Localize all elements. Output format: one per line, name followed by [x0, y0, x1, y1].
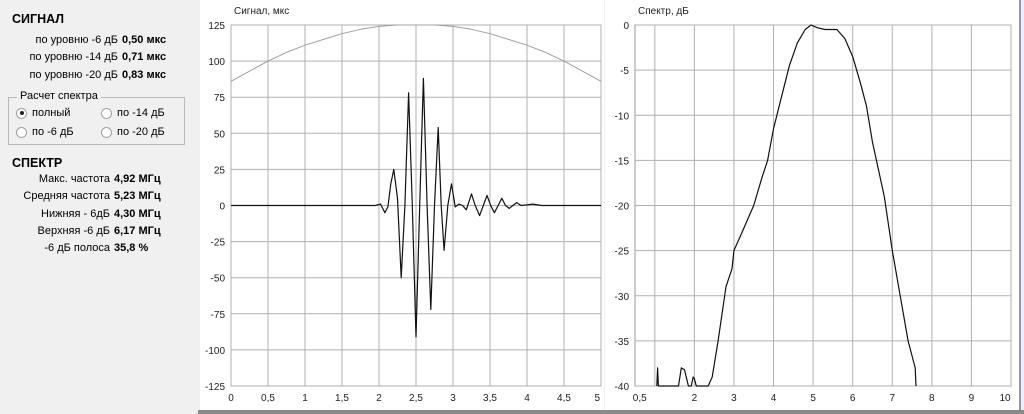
- signal-chart: Сигнал, мкс 125 100 75 50 25 0 -25 -50 -75 -100 -12…: [200, 0, 604, 410]
- param-label: Средняя частота: [23, 190, 110, 203]
- x-tick-label: 2,5: [409, 393, 423, 404]
- signal-section-title: СИГНАЛ: [12, 12, 65, 26]
- param-label: Нижняя - 6дБ: [41, 207, 110, 220]
- param-value: 35,8 %: [114, 242, 149, 255]
- x-tick-label: 0: [228, 393, 234, 404]
- x-tick-label: 4: [771, 393, 777, 404]
- x-tick-label: 7: [889, 393, 895, 404]
- y-tick-label: -25: [211, 238, 226, 249]
- x-tick-label: 3,5: [483, 393, 497, 404]
- y-tick-label: -40: [615, 382, 630, 393]
- y-tick-label: 0: [623, 21, 629, 32]
- y-tick-label: -30: [615, 292, 630, 303]
- x-tick-label: 9: [969, 393, 975, 404]
- y-tick-label: 50: [214, 129, 226, 140]
- window-border-bottom: [198, 410, 1024, 414]
- param-value: 4,92 МГц: [114, 173, 161, 185]
- param-row: Макс. частота 4,92 МГц: [0, 173, 190, 185]
- series-line: [230, 24, 602, 82]
- param-row: по уровню -6 дБ 0,50 мкс: [0, 34, 190, 46]
- param-value: 4,30 МГц: [114, 207, 161, 220]
- x-tick-label: 3: [731, 393, 737, 404]
- param-row: по уровню -20 дБ 0,83 мкс: [0, 69, 190, 81]
- series-line: [231, 77, 601, 338]
- y-tick-label: 100: [208, 57, 225, 68]
- radio-option[interactable]: по -20 дБ: [101, 126, 165, 138]
- radio-label: по -20 дБ: [117, 126, 165, 138]
- x-tick-label: 10: [1000, 393, 1012, 404]
- radio-option[interactable]: полный: [16, 107, 70, 119]
- x-tick-label: 6: [850, 393, 856, 404]
- param-row: по уровню -14 дБ 0,71 мкс: [0, 51, 190, 63]
- y-tick-label: 25: [214, 165, 226, 176]
- y-tick-label: -20: [615, 202, 630, 213]
- x-tick-label: 1,5: [335, 393, 349, 404]
- x-tick-label: 5: [810, 393, 816, 404]
- spectrum-calc-group: Расчет спектра полный по -14 дБ по -6 дБ по…: [8, 90, 185, 145]
- y-tick-label: -100: [205, 346, 225, 357]
- param-label: по уровню -20 дБ: [29, 68, 118, 81]
- y-tick-label: -5: [620, 66, 629, 77]
- y-tick-label: -35: [615, 337, 630, 348]
- radio-option[interactable]: по -6 дБ: [16, 126, 74, 138]
- x-tick-label: 4,5: [557, 393, 571, 404]
- param-value: 0,71 мкс: [122, 51, 167, 64]
- group-title: Расчет спектра: [17, 90, 101, 102]
- y-tick-label: -125: [205, 382, 225, 393]
- series-line: [656, 24, 917, 387]
- param-label: по уровню -14 дБ: [29, 51, 118, 64]
- x-tick-label: 5: [595, 393, 601, 404]
- x-tick-label: 0,5: [633, 393, 647, 404]
- param-label: Макс. частота: [38, 173, 110, 185]
- radio-label: по -14 дБ: [117, 107, 165, 119]
- param-value: 6,17 МГц: [114, 224, 161, 237]
- radio-button[interactable]: [101, 107, 112, 119]
- x-tick-label: 2: [376, 393, 382, 404]
- param-row: Нижняя - 6дБ 4,30 МГц: [0, 208, 190, 220]
- radio-button[interactable]: [101, 126, 112, 138]
- param-row: -6 дБ полоса 35,8 %: [0, 242, 190, 254]
- param-value: 0,83 мкс: [122, 68, 167, 81]
- param-value: 0,50 мкс: [122, 34, 167, 46]
- x-tick-label: 4: [524, 393, 530, 404]
- parameters-panel: СИГНАЛ по уровню -6 дБ 0,50 мкс по уровню …: [0, 0, 198, 414]
- radio-label: по -6 дБ: [32, 126, 74, 138]
- x-tick-label: 2: [692, 393, 698, 404]
- param-row: Верхняя -6 дБ 6,17 МГц: [0, 225, 190, 237]
- x-tick-label: 1: [302, 393, 308, 404]
- radio-option[interactable]: по -14 дБ: [101, 107, 165, 119]
- y-tick-label: 75: [214, 93, 226, 104]
- y-tick-label: -15: [615, 156, 630, 167]
- chart-title: Сигнал, мкс: [234, 6, 289, 17]
- param-label: -6 дБ полоса: [44, 242, 110, 255]
- y-tick-label: 125: [208, 21, 225, 32]
- y-tick-label: -25: [615, 247, 630, 258]
- x-tick-label: 0,5: [261, 393, 275, 404]
- spectrum-section-title: СПЕКТР: [12, 156, 63, 170]
- radio-button[interactable]: [16, 126, 27, 138]
- y-tick-label: 0: [219, 202, 225, 213]
- radio-button[interactable]: [16, 107, 27, 119]
- param-value: 5,23 МГц: [114, 190, 161, 203]
- param-label: Верхняя -6 дБ: [37, 224, 110, 237]
- window-border: [1019, 0, 1021, 414]
- x-tick-label: 3: [450, 393, 456, 404]
- radio-label: полный: [32, 107, 71, 119]
- y-tick-label: -75: [211, 310, 226, 321]
- x-tick-label: 8: [929, 393, 935, 404]
- param-label: по уровню -6 дБ: [35, 34, 118, 46]
- y-tick-label: -50: [211, 274, 226, 285]
- y-tick-label: -10: [615, 111, 630, 122]
- spectrum-chart: Спектр, дБ 0 -5 -10 -15 -20 -25 -30 -35 -40 0,5 2 3 4…: [605, 0, 1019, 410]
- param-row: Средняя частота 5,23 МГц: [0, 190, 190, 202]
- chart-title: Спектр, дБ: [638, 6, 689, 17]
